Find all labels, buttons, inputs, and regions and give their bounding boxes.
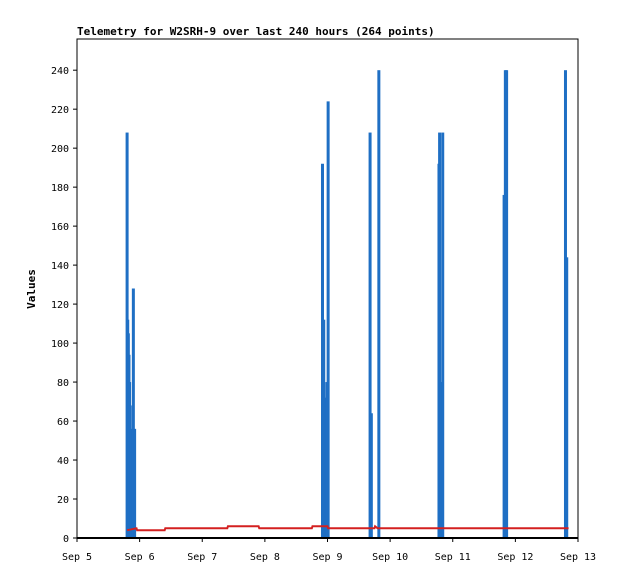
y-tick-label: 100 — [51, 339, 69, 350]
telemetry-line — [126, 524, 569, 532]
telemetry-bar — [326, 101, 330, 539]
telemetry-bar — [441, 132, 445, 538]
x-tick-label: Sep 11 — [435, 552, 471, 563]
x-tick-label: Sep 12 — [497, 552, 533, 563]
telemetry-bar — [377, 70, 381, 538]
y-tick-label: 140 — [51, 261, 69, 272]
bars-layer — [125, 70, 569, 539]
x-tick-label: Sep 6 — [125, 552, 155, 563]
telemetry-bar — [505, 70, 509, 538]
telemetry-bar — [322, 319, 326, 538]
y-tick-label: 220 — [51, 105, 69, 116]
y-tick-label: 40 — [57, 456, 69, 467]
telemetry-bar — [368, 132, 372, 538]
y-tick-label: 200 — [51, 144, 69, 155]
y-tick-label: 80 — [57, 378, 69, 389]
y-tick-label: 0 — [63, 534, 69, 545]
telemetry-bar — [131, 288, 135, 538]
y-axis-label: Values — [25, 269, 38, 309]
x-tick-label: Sep 5 — [62, 552, 92, 563]
y-axis: 0 20 40 60 80 100 120 140 160 180 200 220 240 — [51, 66, 77, 545]
x-tick-label: Sep 8 — [250, 552, 280, 563]
telemetry-bar — [133, 428, 137, 538]
y-tick-label: 240 — [51, 66, 69, 77]
x-tick-label: Sep 10 — [372, 552, 408, 563]
x-tick-label: Sep 7 — [187, 552, 217, 563]
x-tick-label: Sep 9 — [312, 552, 342, 563]
y-tick-label: 60 — [57, 417, 69, 428]
y-tick-label: 20 — [57, 495, 69, 506]
telemetry-bar — [565, 257, 569, 538]
telemetry-bar — [369, 413, 373, 538]
y-tick-label: 180 — [51, 183, 69, 194]
chart-title: Telemetry for W2SRH-9 over last 240 hour… — [77, 25, 435, 38]
y-tick-label: 160 — [51, 222, 69, 233]
x-axis: Sep 5 Sep 6 Sep 7 Sep 8 Sep 9 Sep 10 Sep 11 Sep… — [62, 538, 596, 563]
x-tick-label: Sep 13 — [560, 552, 596, 563]
telemetry-bar — [438, 132, 442, 538]
y-tick-label: 120 — [51, 300, 69, 311]
